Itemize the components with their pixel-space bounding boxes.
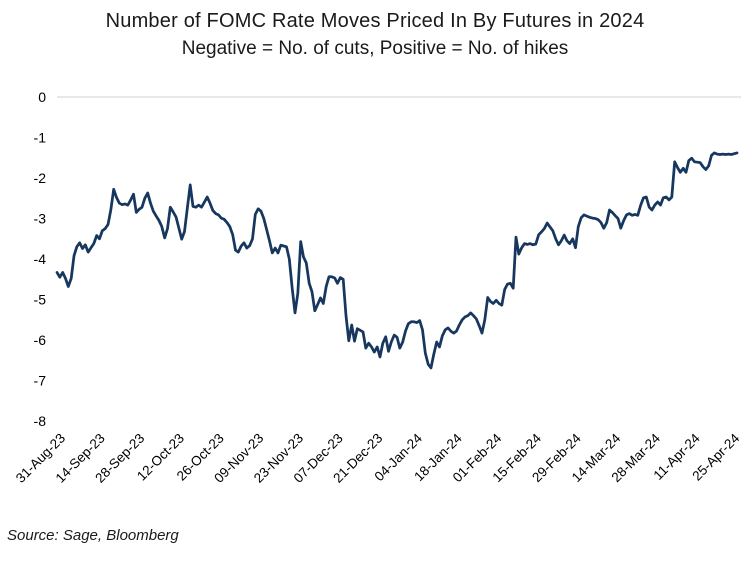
y-tick-label: -5 <box>34 292 47 308</box>
chart-title: Number of FOMC Rate Moves Priced In By F… <box>105 10 645 32</box>
y-tick-label: -2 <box>34 170 47 186</box>
y-tick-label: -8 <box>34 413 47 429</box>
y-tick-label: -4 <box>34 251 47 267</box>
y-tick-label: -6 <box>34 332 47 348</box>
source-note: Source: Sage, Bloomberg <box>7 527 179 544</box>
y-tick-label: 0 <box>38 89 46 105</box>
y-tick-label: -1 <box>34 130 47 146</box>
y-tick-label: -3 <box>34 211 47 227</box>
data-line <box>55 151 739 370</box>
y-tick-label: -7 <box>34 373 47 389</box>
chart-subtitle: Negative = No. of cuts, Positive = No. o… <box>181 38 569 59</box>
